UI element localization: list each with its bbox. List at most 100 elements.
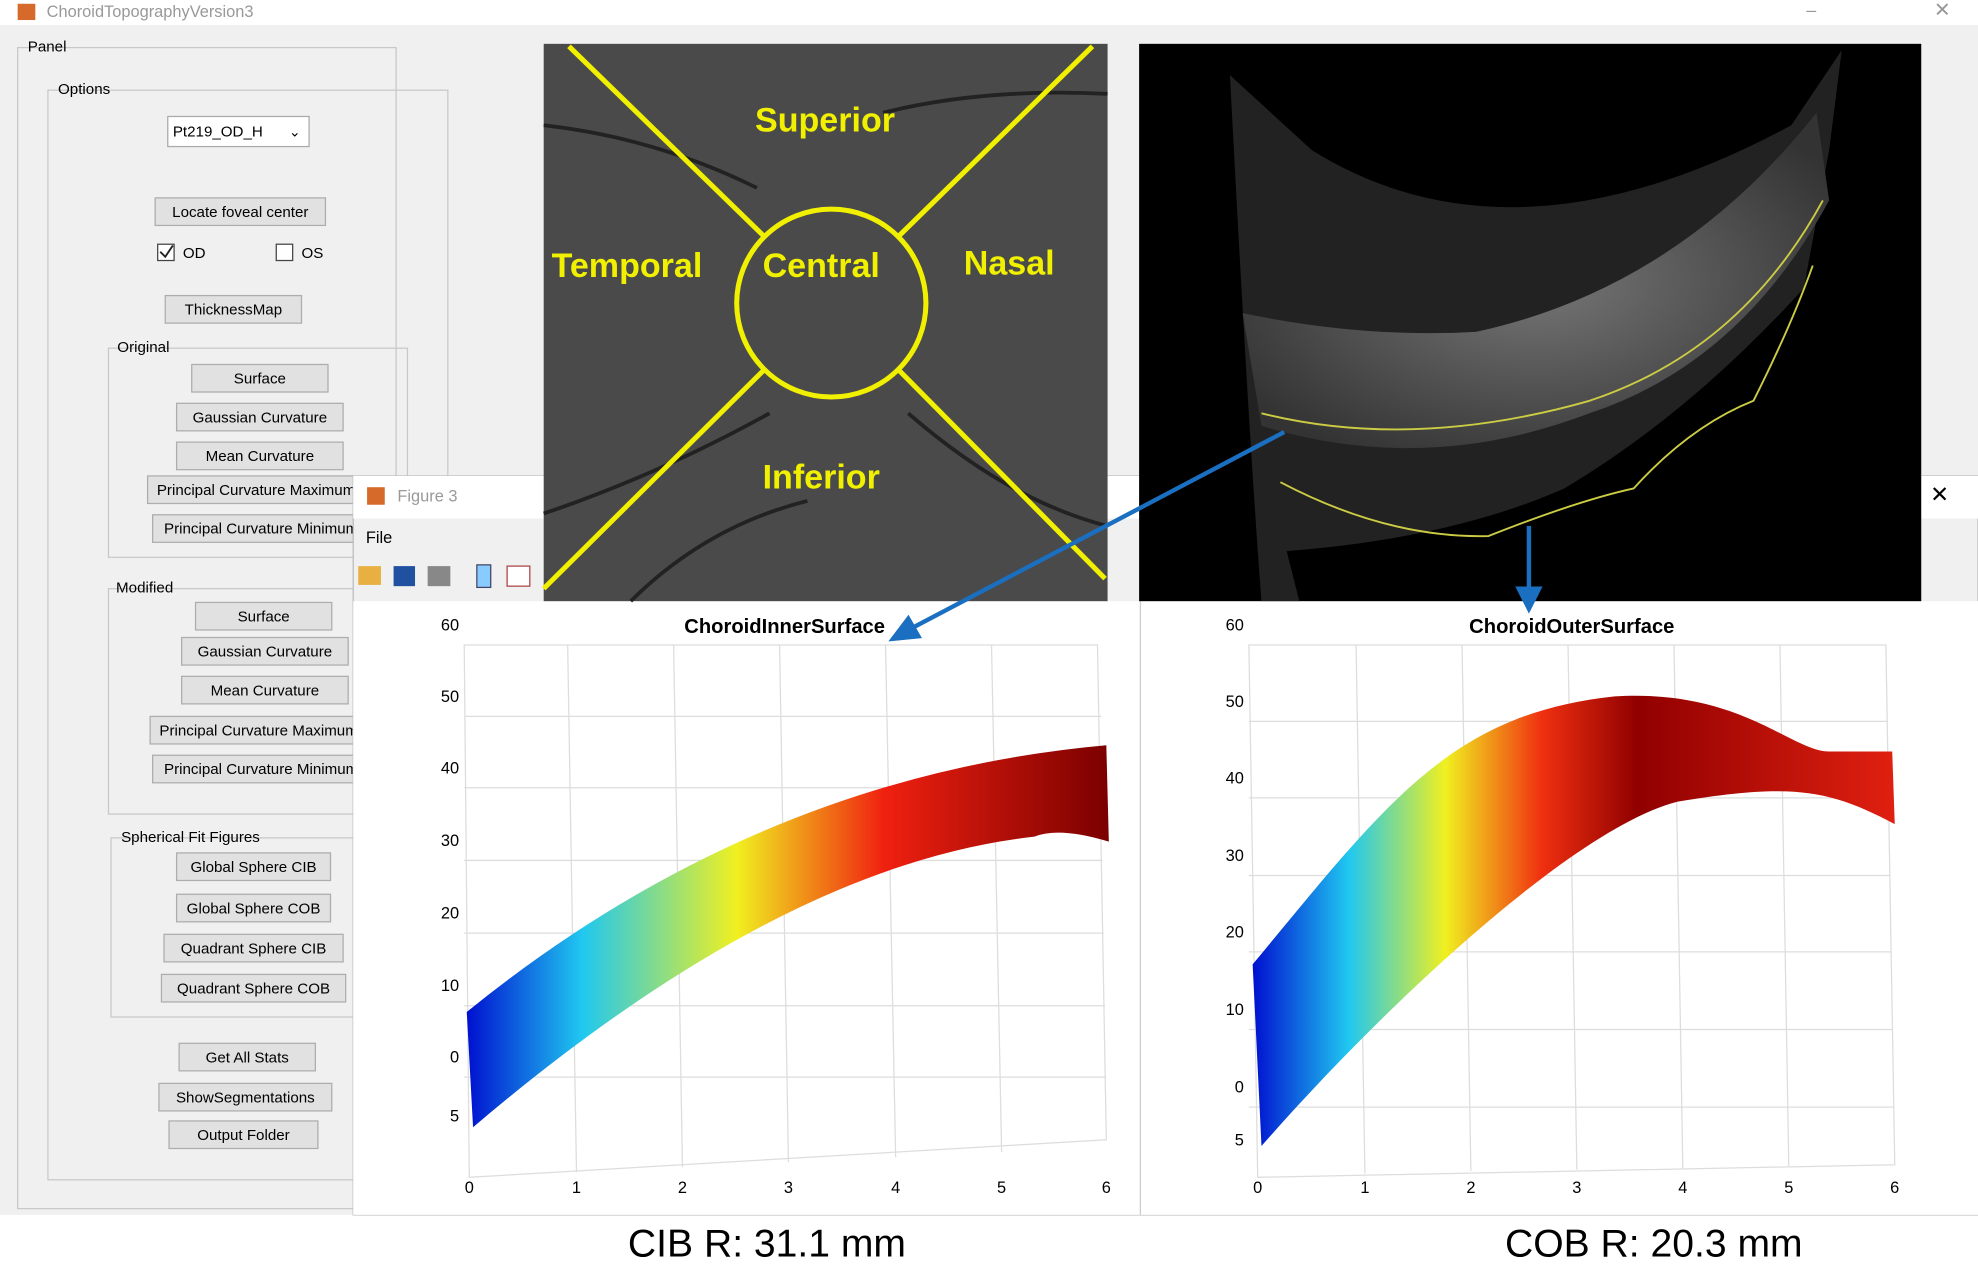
y-tick-label: 40 — [1226, 769, 1244, 787]
y-tick-label: 5 — [1235, 1131, 1244, 1149]
checkbox-label: OD — [183, 245, 206, 262]
vessels — [543, 90, 1109, 603]
oct-outer-line — [1279, 265, 1814, 538]
tool-save[interactable] — [393, 566, 416, 587]
plot-title: ChoroidOuterSurface — [1469, 616, 1674, 638]
minimize[interactable]: – — [1806, 0, 1816, 20]
button-face[interactable] — [152, 754, 370, 784]
button-label: ThicknessMap — [185, 302, 283, 319]
tool-print[interactable] — [427, 566, 451, 587]
button[interactable]: Quadrant Sphere CIB — [163, 933, 344, 963]
button[interactable]: Gaussian Curvature — [175, 402, 344, 432]
button-face[interactable] — [175, 402, 344, 432]
button-face[interactable] — [175, 441, 344, 471]
y-tick-label: 10 — [1226, 1001, 1244, 1019]
window-title: ChoroidTopographyVersion3 — [47, 3, 254, 21]
button-label: Output Folder — [197, 1127, 290, 1144]
sector-lines — [541, 44, 1107, 591]
checkbox-label: OS — [301, 245, 323, 262]
x-tick-label: 2 — [678, 1179, 687, 1197]
x-tick-label: 6 — [1102, 1179, 1111, 1197]
button-face[interactable] — [149, 715, 367, 745]
button-face[interactable] — [191, 363, 329, 393]
button[interactable]: ShowSegmentations — [158, 1082, 333, 1112]
figure-icon — [367, 487, 385, 505]
y-tick-label: 30 — [441, 832, 459, 850]
y-tick-label: 0 — [450, 1049, 459, 1067]
sector-label: Temporal — [552, 247, 703, 285]
x-tick-label: 2 — [1466, 1179, 1475, 1197]
button-face[interactable] — [175, 852, 332, 882]
button-label: Principal Curvature Minimum — [164, 761, 358, 778]
sector-label: Superior — [755, 102, 895, 140]
button-label: ShowSegmentations — [176, 1089, 315, 1106]
dropdown-arrow: ⌄ — [289, 123, 301, 139]
button-label: Surface — [238, 608, 290, 625]
plots-bg — [353, 601, 1978, 1215]
button-face[interactable] — [154, 197, 327, 227]
button-face[interactable] — [146, 475, 365, 505]
x-tick-label: 5 — [997, 1179, 1006, 1197]
tool-link[interactable] — [476, 564, 492, 589]
button[interactable]: Principal Curvature Maximum — [146, 475, 365, 505]
button-label: Gaussian Curvature — [193, 409, 328, 426]
close-main[interactable]: ✕ — [1934, 0, 1951, 22]
button-face[interactable] — [181, 675, 349, 705]
checkbox-os[interactable] — [275, 243, 294, 262]
tool-legend[interactable] — [506, 565, 531, 587]
button-face[interactable] — [163, 933, 344, 963]
x-tick-label: 3 — [784, 1179, 793, 1197]
button[interactable]: Gaussian Curvature — [181, 636, 349, 666]
button-face[interactable] — [194, 601, 333, 631]
button-label: Locate foveal center — [172, 204, 308, 221]
close-figure[interactable]: ✕ — [1930, 482, 1949, 507]
x-tick-label: 0 — [1253, 1179, 1262, 1197]
sector-label: Nasal — [964, 245, 1055, 283]
button[interactable]: Global Sphere COB — [175, 893, 332, 923]
button[interactable]: Principal Curvature Maximum — [149, 715, 367, 745]
button-label: Quadrant Sphere CIB — [181, 940, 327, 957]
button-label: Gaussian Curvature — [198, 644, 333, 661]
button-label: Global Sphere COB — [187, 900, 321, 917]
button[interactable]: ThicknessMap — [164, 294, 303, 324]
button-face[interactable] — [160, 973, 347, 1003]
y-tick-label: 20 — [1226, 923, 1244, 941]
y-tick-label: 30 — [1226, 847, 1244, 865]
panel-label: Panel — [28, 39, 67, 56]
y-tick-label: 50 — [441, 688, 459, 706]
button[interactable]: Surface — [194, 601, 333, 631]
dropdown[interactable] — [167, 115, 310, 148]
figure-title: Figure 3 — [397, 488, 457, 506]
title-bar — [0, 0, 1978, 26]
button-label: Principal Curvature Maximum — [159, 722, 357, 739]
button[interactable]: Principal Curvature Minimum — [152, 514, 370, 543]
button[interactable]: Locate foveal center — [154, 197, 327, 227]
button-face[interactable] — [178, 1042, 317, 1072]
button[interactable]: Mean Curvature — [181, 675, 349, 705]
x-tick-label: 1 — [1360, 1179, 1369, 1197]
button-face[interactable] — [168, 1120, 319, 1150]
menu-file[interactable]: File — [366, 529, 392, 547]
button[interactable]: Output Folder — [168, 1120, 319, 1150]
button-label: Principal Curvature Minimum — [164, 521, 358, 538]
check — [159, 244, 174, 259]
button-face[interactable] — [175, 893, 332, 923]
button-face[interactable] — [164, 294, 303, 324]
button-label: Global Sphere CIB — [190, 859, 316, 876]
button[interactable]: Surface — [191, 363, 329, 393]
tool-open[interactable] — [358, 566, 381, 585]
button[interactable]: Global Sphere CIB — [175, 852, 332, 882]
y-tick-label: 5 — [450, 1108, 459, 1126]
button-face[interactable] — [181, 636, 349, 666]
original-label: Original — [117, 339, 169, 356]
button-face[interactable] — [152, 514, 370, 543]
button[interactable]: Get All Stats — [178, 1042, 317, 1072]
button-face[interactable] — [158, 1082, 333, 1112]
arrows — [888, 430, 1543, 642]
caption: CIB R: 31.1 mm — [628, 1223, 906, 1266]
button[interactable]: Principal Curvature Minimum — [152, 754, 370, 784]
button[interactable]: Mean Curvature — [175, 441, 344, 471]
x-tick-label: 6 — [1890, 1179, 1899, 1197]
button[interactable]: Quadrant Sphere COB — [160, 973, 347, 1003]
